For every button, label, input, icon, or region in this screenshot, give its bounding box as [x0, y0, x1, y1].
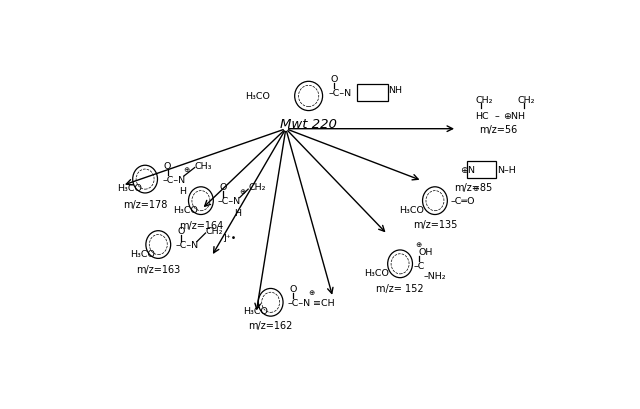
Text: m/z=164: m/z=164 [179, 221, 223, 231]
Text: CH₂: CH₂ [248, 183, 266, 192]
Text: ]⁺•: ]⁺• [222, 233, 236, 242]
Text: m/z=178: m/z=178 [123, 199, 167, 209]
Text: H₃CO: H₃CO [245, 92, 270, 101]
Text: NH: NH [388, 86, 403, 95]
Text: HC: HC [476, 111, 489, 120]
Text: m/z= 152: m/z= 152 [376, 284, 424, 294]
Text: ⊕: ⊕ [183, 167, 189, 173]
Text: CH₂: CH₂ [205, 227, 223, 236]
Text: –C═O: –C═O [451, 197, 475, 206]
Ellipse shape [146, 231, 171, 259]
Text: H₃CO: H₃CO [243, 306, 268, 315]
Text: O: O [330, 75, 338, 84]
Text: ⊕: ⊕ [239, 188, 245, 194]
Text: CH₂: CH₂ [518, 96, 536, 105]
Text: –C–N: –C–N [175, 240, 198, 249]
Text: –NH₂: –NH₂ [423, 271, 446, 280]
Text: ≡CH: ≡CH [312, 298, 334, 307]
Text: OH: OH [419, 247, 433, 256]
Text: H₃CO: H₃CO [131, 249, 156, 258]
Text: m/z=56: m/z=56 [479, 125, 518, 135]
Text: ⊕N: ⊕N [460, 166, 475, 175]
Ellipse shape [422, 187, 447, 215]
Text: –C–N: –C–N [288, 298, 311, 307]
Ellipse shape [388, 250, 412, 278]
Text: ⊕: ⊕ [472, 186, 478, 192]
Text: CH₃: CH₃ [195, 161, 212, 170]
Text: CH₂: CH₂ [476, 96, 493, 105]
Text: –C–N: –C–N [162, 175, 185, 184]
Text: O: O [177, 227, 184, 236]
Text: m/z=85: m/z=85 [454, 182, 493, 192]
Bar [467, 162, 496, 179]
Text: m/z=163: m/z=163 [136, 265, 180, 274]
Text: Mwt 220: Mwt 220 [280, 118, 337, 131]
Text: O: O [164, 161, 172, 170]
Ellipse shape [132, 166, 157, 193]
Text: H₃CO: H₃CO [364, 268, 389, 277]
Text: –C–N: –C–N [329, 89, 352, 98]
Text: H₃CO: H₃CO [173, 205, 198, 214]
Text: –C: –C [414, 261, 426, 270]
Text: ⊕: ⊕ [415, 241, 422, 247]
Text: m/z=135: m/z=135 [413, 219, 457, 229]
Ellipse shape [294, 82, 323, 111]
Text: ⊕: ⊕ [308, 290, 315, 296]
Text: –C–N: –C–N [218, 197, 241, 206]
Ellipse shape [189, 187, 213, 215]
Text: O: O [289, 284, 297, 293]
Text: H₃CO: H₃CO [399, 205, 424, 214]
Text: m/z=162: m/z=162 [248, 321, 293, 330]
Bar [356, 85, 388, 102]
Text: O: O [220, 183, 227, 192]
Ellipse shape [259, 289, 283, 317]
Text: ⊕NH: ⊕NH [503, 111, 525, 120]
Text: H: H [179, 187, 186, 196]
Text: N–H: N–H [497, 166, 516, 175]
Text: H₃CO: H₃CO [117, 184, 142, 193]
Text: H: H [235, 208, 242, 217]
Text: –: – [495, 111, 499, 120]
